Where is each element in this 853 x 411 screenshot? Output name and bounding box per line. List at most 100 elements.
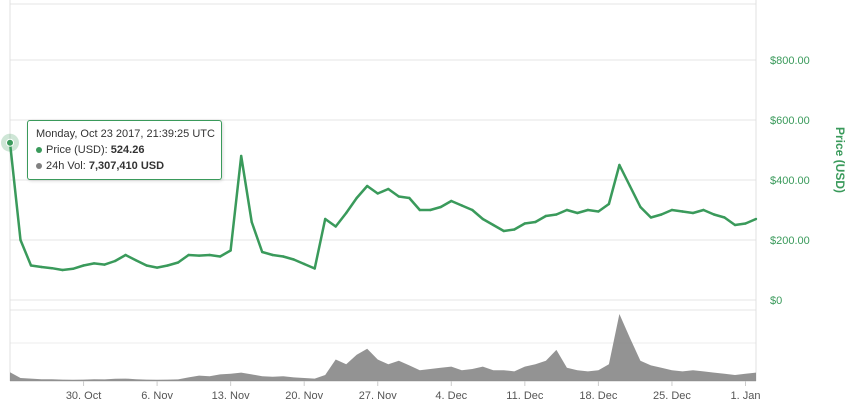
price-point	[50, 267, 54, 270]
price-point	[376, 192, 379, 195]
price-point	[387, 187, 390, 191]
price-point	[481, 217, 485, 221]
price-point	[681, 210, 684, 213]
price-point	[176, 261, 180, 264]
price-point	[292, 258, 295, 261]
y-tick-label: $400.00	[770, 175, 810, 187]
tooltip-volume-label: 24h Vol:	[46, 160, 86, 172]
price-line	[8, 142, 757, 272]
price-point	[71, 267, 75, 270]
price-point	[166, 264, 169, 267]
x-tick-label: 1. Jan	[731, 390, 761, 402]
price-point	[345, 211, 348, 215]
price-point	[145, 264, 148, 267]
price-point	[555, 213, 558, 216]
price-point	[19, 238, 22, 242]
price-point	[271, 253, 274, 257]
price-point	[597, 210, 600, 213]
price-point	[460, 204, 464, 207]
tooltip-price-label: Price (USD):	[46, 144, 108, 156]
x-tick-label: 25. Dec	[653, 390, 691, 402]
price-point	[439, 205, 442, 209]
price-point	[229, 249, 232, 252]
tooltip-date: Monday, Oct 23 2017, 21:39:25 UTC	[36, 128, 215, 140]
price-point	[187, 253, 190, 257]
price-point	[712, 213, 716, 216]
x-tick-label: 6. Nov	[141, 390, 173, 402]
price-point	[639, 205, 642, 209]
x-tick-label: 13. Nov	[212, 390, 250, 402]
x-tick-label: 27. Nov	[359, 390, 397, 402]
price-point	[544, 214, 548, 218]
price-point	[29, 264, 33, 267]
price-point	[208, 253, 211, 257]
price-point	[628, 184, 632, 188]
price-point	[744, 222, 747, 225]
price-point	[670, 208, 674, 212]
volume-area	[10, 314, 756, 381]
price-dot-icon	[36, 147, 42, 154]
price-point	[103, 263, 106, 266]
price-point	[302, 262, 306, 266]
price-point	[324, 217, 327, 221]
hover-dot	[6, 138, 14, 147]
price-point	[82, 264, 85, 267]
price-point	[607, 202, 611, 206]
price-point	[250, 220, 253, 224]
price-point	[660, 213, 663, 216]
price-point	[691, 211, 695, 215]
price-point	[408, 196, 411, 200]
price-point	[513, 228, 516, 231]
tooltip-volume-value: 7,307,410 USD	[88, 160, 165, 172]
price-point	[113, 259, 117, 263]
price-point	[124, 253, 127, 257]
price-point	[218, 255, 222, 258]
price-point	[754, 217, 758, 221]
price-point	[260, 250, 264, 254]
price-point	[155, 266, 159, 269]
price-point	[492, 223, 495, 227]
x-tick-label: 20. Nov	[285, 390, 323, 402]
price-point	[418, 208, 421, 212]
price-point	[723, 216, 726, 219]
price-point	[61, 268, 64, 272]
price-point	[281, 255, 285, 258]
price-point	[471, 208, 474, 212]
tooltip-volume-row: 24h Vol: 7,307,410 USD	[36, 158, 213, 174]
x-tick-label: 18. Dec	[579, 390, 617, 402]
tooltip-price-value: 524.26	[110, 144, 145, 156]
price-point	[397, 195, 400, 198]
x-tick-label: 4. Dec	[435, 390, 467, 402]
price-point	[523, 222, 527, 225]
volume-series	[10, 314, 756, 381]
price-point	[576, 211, 579, 215]
hover-marker	[1, 133, 19, 152]
x-tick-label: 11. Dec	[506, 390, 544, 402]
price-point	[565, 208, 569, 212]
price-point	[334, 225, 337, 228]
price-point	[134, 259, 138, 262]
price-point	[450, 199, 453, 203]
tooltip-price-row: Price (USD): 524.26	[36, 142, 213, 158]
y-tick-label: $800.00	[770, 55, 810, 67]
price-point	[197, 254, 201, 257]
y-tick-label: $0	[770, 295, 782, 307]
y-tick-label: $600.00	[770, 115, 810, 127]
volume-dot-icon	[36, 163, 42, 170]
price-point	[733, 223, 737, 227]
x-tick-label: 30. Oct	[66, 390, 101, 402]
price-point	[534, 220, 537, 224]
x-axis: 30. Oct 6. Nov 13. Nov 20. Nov 27. Nov 4. Dec…	[66, 381, 761, 402]
y-axis: $0 $200.00 $400.00 $600.00 $800.00	[770, 55, 810, 307]
price-point	[649, 216, 653, 219]
price-point	[429, 208, 432, 212]
y-axis-title: Price (USD)	[833, 127, 847, 193]
price-point	[502, 229, 506, 233]
price-point	[702, 208, 705, 212]
price-point	[313, 267, 316, 270]
price-point	[366, 184, 369, 188]
price-point	[92, 262, 96, 265]
price-point	[618, 163, 621, 167]
price-point	[355, 196, 358, 200]
